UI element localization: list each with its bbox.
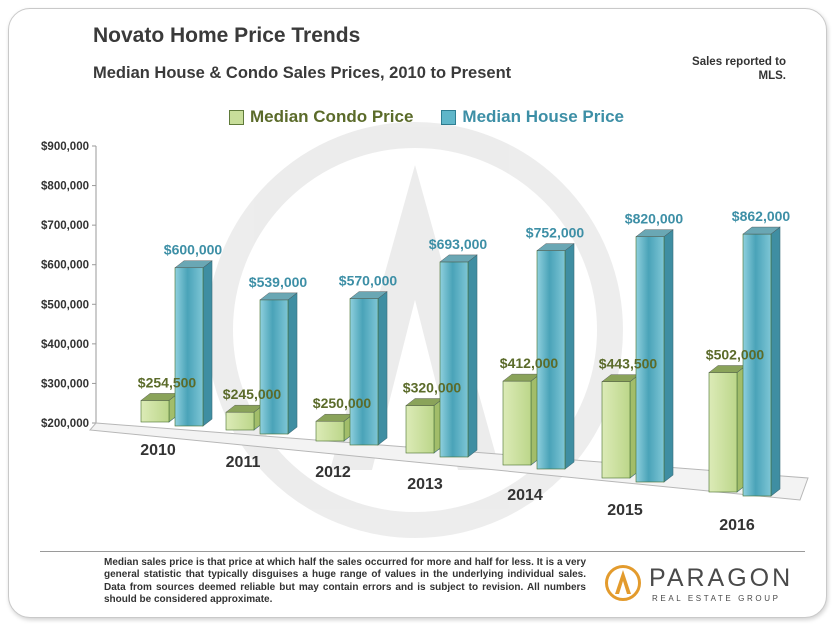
house-bar-side: [770, 226, 781, 497]
house-bar-top: [742, 226, 781, 235]
y-tick-label: $900,000: [41, 141, 89, 153]
house-value-label: $862,000: [732, 208, 791, 224]
brand-tagline: REAL ESTATE GROUP: [652, 594, 781, 603]
chart-title: Novato Home Price Trends: [93, 24, 361, 47]
data-labels: $254,500 $600,000 $245,000 $539,000 $250,000…: [138, 208, 791, 411]
house-bar: [635, 229, 674, 483]
house-value-label: $539,000: [249, 274, 308, 290]
condo-bar: [502, 373, 541, 466]
chart-subtitle: Median House & Condo Sales Prices, 2010 …: [93, 64, 512, 82]
house-bar-front: [259, 299, 289, 435]
house-bar-side: [287, 292, 298, 435]
x-axis-labels: 2010 2011 2012 2013 2014 2015 2016: [140, 442, 755, 534]
condo-bar-front: [315, 420, 345, 442]
house-bar-side: [202, 260, 213, 427]
house-bar: [349, 290, 388, 446]
house-bar-top: [349, 291, 388, 299]
condo-bar: [601, 374, 640, 479]
house-value-label: $752,000: [526, 225, 585, 241]
house-value-label: $600,000: [164, 242, 223, 258]
house-bar-front: [742, 233, 772, 497]
house-bar-front: [536, 250, 566, 470]
house-bar-top: [635, 229, 674, 237]
condo-bar-front: [140, 400, 170, 423]
condo-bar-front: [601, 381, 631, 479]
house-bar-front: [174, 267, 204, 427]
y-tick-label: $500,000: [41, 299, 89, 311]
house-bar: [536, 242, 575, 470]
house-bar-top: [174, 260, 213, 268]
condo-bar-front: [502, 380, 532, 466]
house-bar-side: [564, 242, 575, 470]
x-tick-label: 2010: [140, 442, 176, 459]
house-bar-top: [536, 243, 575, 251]
house-bar: [174, 260, 213, 427]
condo-value-label: $250,000: [313, 395, 372, 411]
brand-block: PARAGON REAL ESTATE GROUP: [600, 562, 810, 608]
chart-card: [8, 8, 827, 618]
legend-swatch-condo: [229, 109, 244, 125]
condo-value-label: $443,500: [599, 356, 658, 372]
house-bar: [259, 292, 298, 435]
y-tick-label: $200,000: [41, 418, 89, 430]
y-axis: $200,000 $300,000 $400,000 $500,000 $600,000…: [41, 141, 97, 430]
house-value-label: $693,000: [429, 236, 488, 252]
condo-bar: [140, 392, 179, 423]
condo-value-label: $254,500: [138, 374, 197, 390]
paragon-logo-icon: [605, 565, 641, 601]
condo-bar: [405, 397, 444, 454]
legend-label-house: Median House Price: [462, 107, 624, 126]
condo-bar: [315, 413, 354, 442]
house-bar: [439, 254, 478, 458]
house-bar-top: [439, 254, 478, 263]
condo-value-label: $502,000: [706, 346, 765, 362]
condo-value-label: $320,000: [403, 380, 462, 396]
legend-swatch-house: [441, 109, 457, 125]
x-tick-label: 2016: [719, 517, 755, 534]
y-tick-label: $400,000: [41, 339, 89, 351]
y-tick-label: $800,000: [41, 181, 89, 193]
legend-item-house: Median House Price: [441, 107, 624, 127]
legend-label-condo: Median Condo Price: [250, 107, 414, 126]
house-bar: [742, 226, 781, 497]
house-value-label: $820,000: [625, 211, 684, 227]
condo-bar-front: [225, 411, 255, 431]
footer-divider: [40, 551, 805, 552]
condo-value-label: $245,000: [223, 386, 282, 402]
legend-item-condo: Median Condo Price: [229, 107, 413, 127]
source-note: Sales reported to MLS.: [692, 56, 786, 82]
house-bar-side: [467, 254, 478, 458]
bars: [140, 226, 781, 497]
y-tick-label: $600,000: [41, 260, 89, 272]
brand-name: PARAGON: [649, 564, 794, 592]
footnote: Median sales price is that price at whic…: [104, 557, 586, 605]
x-tick-label: 2015: [607, 502, 643, 519]
house-bar-side: [377, 290, 388, 446]
y-tick-label: $700,000: [41, 220, 89, 232]
condo-bar-front: [708, 372, 738, 493]
condo-bar-front: [405, 405, 435, 454]
house-bar-top: [259, 292, 298, 301]
house-bar-front: [439, 261, 469, 458]
x-tick-label: 2013: [407, 476, 443, 493]
house-bar-front: [349, 298, 379, 446]
condo-bar: [708, 364, 747, 493]
x-tick-label: 2011: [226, 454, 261, 471]
x-tick-label: 2014: [507, 487, 543, 504]
house-bar-side: [663, 229, 674, 483]
y-tick-label: $300,000: [41, 378, 89, 390]
legend: Median Condo Price Median House Price: [229, 106, 652, 128]
x-tick-label: 2012: [315, 464, 351, 481]
house-value-label: $570,000: [339, 273, 398, 289]
condo-bar: [225, 404, 264, 431]
condo-value-label: $412,000: [500, 355, 559, 371]
